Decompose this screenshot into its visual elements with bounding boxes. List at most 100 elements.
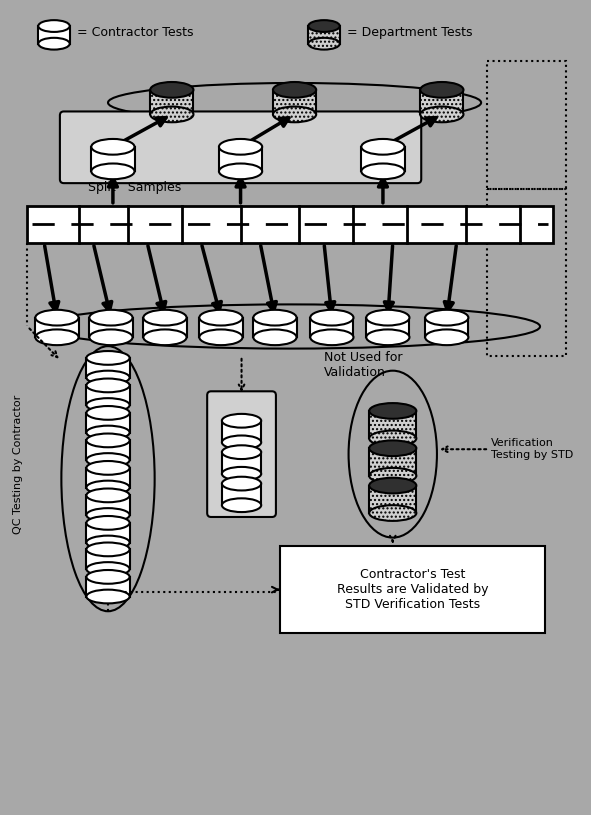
Ellipse shape [420, 107, 463, 122]
Polygon shape [222, 452, 261, 474]
Ellipse shape [86, 371, 129, 385]
Polygon shape [89, 318, 132, 337]
Polygon shape [219, 147, 262, 171]
Ellipse shape [254, 310, 297, 325]
Polygon shape [420, 90, 463, 114]
Polygon shape [273, 90, 316, 114]
Ellipse shape [219, 164, 262, 179]
Ellipse shape [144, 310, 187, 325]
Polygon shape [366, 318, 410, 337]
Ellipse shape [35, 329, 79, 345]
Polygon shape [86, 440, 129, 460]
Ellipse shape [86, 351, 129, 365]
Text: QC Testing by Contractor: QC Testing by Contractor [12, 394, 22, 534]
Ellipse shape [86, 570, 129, 584]
Ellipse shape [86, 425, 129, 439]
Ellipse shape [222, 445, 261, 459]
Text: Contractor's Test
Results are Validated by
STD Verification Tests: Contractor's Test Results are Validated … [337, 568, 488, 611]
Ellipse shape [273, 82, 316, 98]
Ellipse shape [369, 478, 416, 493]
Ellipse shape [420, 82, 463, 98]
Ellipse shape [369, 505, 416, 521]
Ellipse shape [309, 20, 340, 32]
Ellipse shape [86, 535, 129, 549]
Polygon shape [369, 448, 416, 476]
Ellipse shape [369, 403, 416, 419]
Ellipse shape [38, 20, 70, 32]
Polygon shape [222, 421, 261, 443]
Ellipse shape [144, 329, 187, 345]
Ellipse shape [86, 543, 129, 557]
Ellipse shape [222, 467, 261, 481]
Polygon shape [425, 318, 468, 337]
Ellipse shape [254, 329, 297, 345]
Ellipse shape [199, 310, 242, 325]
Ellipse shape [92, 164, 135, 179]
Polygon shape [361, 147, 404, 171]
Polygon shape [86, 577, 129, 597]
Ellipse shape [222, 477, 261, 491]
Ellipse shape [310, 329, 353, 345]
Ellipse shape [199, 329, 242, 345]
Ellipse shape [222, 435, 261, 449]
Polygon shape [38, 26, 70, 44]
Polygon shape [369, 411, 416, 438]
Ellipse shape [366, 310, 410, 325]
Ellipse shape [219, 139, 262, 155]
Ellipse shape [86, 562, 129, 576]
Ellipse shape [369, 468, 416, 483]
Polygon shape [86, 358, 129, 377]
Ellipse shape [86, 508, 129, 522]
Polygon shape [222, 483, 261, 505]
Ellipse shape [310, 310, 353, 325]
Ellipse shape [92, 139, 135, 155]
Ellipse shape [425, 329, 468, 345]
FancyBboxPatch shape [60, 112, 421, 183]
Ellipse shape [309, 37, 340, 50]
Ellipse shape [86, 453, 129, 467]
Polygon shape [86, 549, 129, 569]
Ellipse shape [366, 329, 410, 345]
Polygon shape [86, 385, 129, 405]
Ellipse shape [361, 164, 404, 179]
Ellipse shape [369, 440, 416, 456]
Text: = Department Tests: = Department Tests [346, 26, 472, 39]
Ellipse shape [361, 139, 404, 155]
Ellipse shape [86, 406, 129, 420]
Polygon shape [150, 90, 193, 114]
FancyBboxPatch shape [207, 391, 276, 517]
Ellipse shape [86, 589, 129, 603]
Ellipse shape [89, 329, 132, 345]
Ellipse shape [86, 378, 129, 392]
Text: = Contractor Tests: = Contractor Tests [77, 26, 193, 39]
Polygon shape [280, 546, 545, 632]
Polygon shape [28, 205, 553, 243]
Polygon shape [35, 318, 79, 337]
Ellipse shape [150, 107, 193, 122]
Ellipse shape [425, 310, 468, 325]
Text: Verification
Testing by STD: Verification Testing by STD [491, 438, 573, 460]
Polygon shape [86, 468, 129, 487]
Polygon shape [86, 496, 129, 515]
Ellipse shape [86, 488, 129, 502]
Ellipse shape [369, 430, 416, 447]
Polygon shape [199, 318, 242, 337]
Ellipse shape [222, 414, 261, 428]
Polygon shape [309, 26, 340, 44]
Ellipse shape [35, 310, 79, 325]
Polygon shape [92, 147, 135, 171]
Ellipse shape [86, 516, 129, 530]
Polygon shape [369, 486, 416, 513]
Polygon shape [144, 318, 187, 337]
Polygon shape [86, 523, 129, 543]
Text: Not Used for
Validation: Not Used for Validation [324, 351, 402, 379]
Ellipse shape [150, 82, 193, 98]
Ellipse shape [86, 481, 129, 495]
Ellipse shape [222, 498, 261, 512]
Polygon shape [254, 318, 297, 337]
Ellipse shape [38, 37, 70, 50]
Ellipse shape [86, 399, 129, 412]
Ellipse shape [273, 107, 316, 122]
Ellipse shape [86, 461, 129, 475]
Text: Split   Samples: Split Samples [89, 181, 181, 194]
